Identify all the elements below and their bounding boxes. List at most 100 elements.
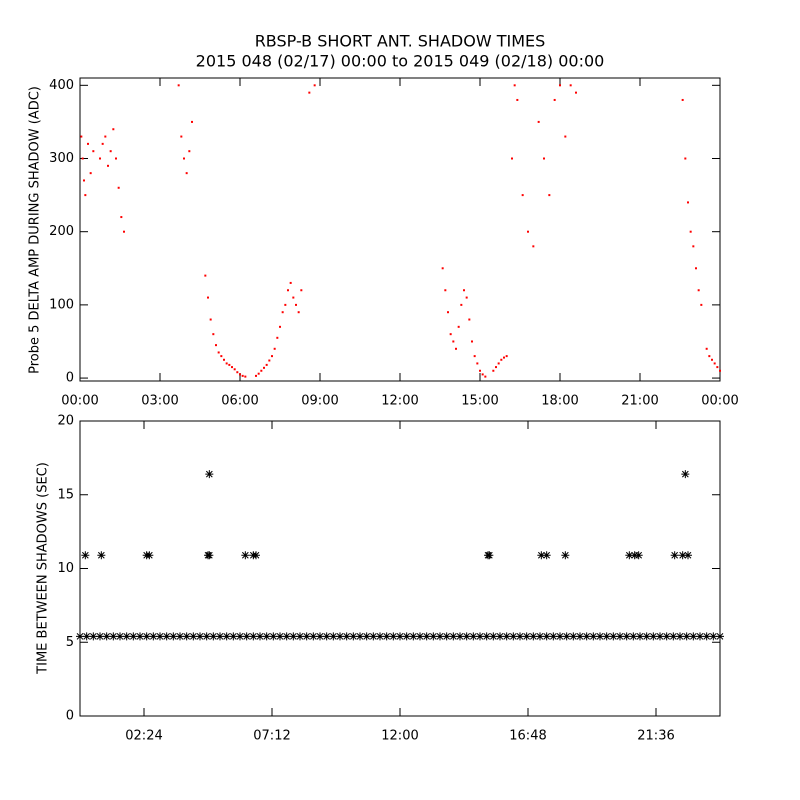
data-point: [687, 201, 689, 204]
data-point: [700, 303, 703, 306]
data-point: [263, 366, 265, 369]
data-point: [537, 551, 546, 560]
data-point: [473, 355, 476, 358]
data-point: [481, 373, 484, 376]
data-point: [276, 632, 284, 641]
data-point: [84, 194, 87, 197]
data-point: [169, 632, 178, 641]
data-point: [115, 157, 117, 160]
data-point: [217, 351, 220, 354]
data-point: [476, 362, 479, 365]
data-point: [271, 355, 273, 358]
data-point: [629, 632, 638, 641]
data-point: [416, 632, 424, 641]
x-tick-label: 21:36: [637, 729, 674, 744]
data-point: [576, 632, 584, 641]
data-point: [233, 368, 236, 371]
data-point: [468, 318, 471, 321]
data-point: [223, 358, 225, 361]
data-point: [549, 632, 558, 641]
data-point: [716, 632, 724, 641]
data-point: [222, 632, 231, 641]
data-point: [463, 289, 465, 292]
data-point: [452, 340, 455, 343]
data-point: [462, 632, 471, 641]
y-axis-label: Probe 5 DELTA AMP DURING SHADOW (ADC): [28, 86, 43, 374]
y-tick-label: 200: [49, 224, 74, 239]
data-point: [308, 91, 311, 94]
data-point: [136, 632, 144, 641]
data-point: [616, 632, 624, 641]
data-point: [548, 194, 551, 197]
data-point: [265, 363, 268, 366]
data-point: [255, 374, 257, 377]
data-point: [447, 311, 449, 314]
data-point: [262, 632, 271, 641]
y-axis-label: TIME BETWEEN SHADOWS (SEC): [36, 462, 51, 675]
data-point: [292, 296, 295, 299]
data-point: [527, 230, 529, 233]
y-tick-label: 300: [49, 151, 74, 166]
data-point: [116, 632, 124, 641]
data-point: [589, 632, 598, 641]
data-point: [236, 632, 244, 641]
data-point: [485, 551, 494, 560]
data-point: [676, 632, 684, 641]
data-point: [92, 150, 95, 153]
data-point: [692, 245, 695, 248]
data-point: [231, 366, 233, 369]
data-point: [279, 325, 281, 328]
plot-frame: [79, 420, 721, 717]
data-point: [536, 632, 544, 641]
data-point: [242, 632, 251, 641]
data-point: [396, 632, 404, 641]
data-point: [642, 632, 651, 641]
x-tick-label: 07:12: [253, 729, 290, 744]
data-point: [107, 164, 109, 167]
data-point: [112, 128, 115, 131]
data-point: [336, 632, 344, 641]
data-point: [149, 632, 158, 641]
data-point: [296, 632, 304, 641]
data-point: [249, 632, 258, 641]
data-point: [273, 347, 276, 350]
y-tick-label: 400: [49, 78, 74, 93]
data-point: [212, 333, 215, 336]
data-point: [516, 98, 519, 101]
data-point: [441, 267, 444, 270]
data-point: [503, 356, 505, 359]
data-point: [241, 374, 244, 377]
data-point: [622, 632, 631, 641]
data-point: [129, 632, 138, 641]
data-point: [484, 375, 487, 378]
data-point: [460, 303, 463, 306]
data-point: [289, 632, 298, 641]
data-point: [422, 632, 431, 641]
x-tick-label: 15:00: [461, 394, 498, 409]
x-tick-label: 00:00: [61, 394, 98, 409]
data-point: [522, 632, 531, 641]
data-point: [556, 632, 564, 641]
data-point: [177, 84, 180, 87]
data-point: [697, 289, 700, 292]
y-tick-label: 5: [66, 635, 74, 650]
data-point: [711, 358, 713, 361]
data-point: [569, 84, 572, 87]
data-point: [625, 551, 634, 560]
data-point: [122, 632, 131, 641]
data-point: [602, 632, 611, 641]
data-point: [681, 98, 684, 101]
data-point: [532, 245, 535, 248]
x-tick-label: 21:00: [621, 394, 658, 409]
data-point: [97, 551, 106, 560]
data-point: [681, 470, 690, 479]
data-point: [289, 281, 292, 284]
data-point: [189, 632, 198, 641]
data-point: [670, 551, 679, 560]
data-point: [342, 632, 351, 641]
y-tick-label: 0: [66, 371, 74, 386]
data-point: [705, 347, 708, 350]
x-tick-label: 03:00: [141, 394, 178, 409]
data-point: [313, 84, 316, 87]
